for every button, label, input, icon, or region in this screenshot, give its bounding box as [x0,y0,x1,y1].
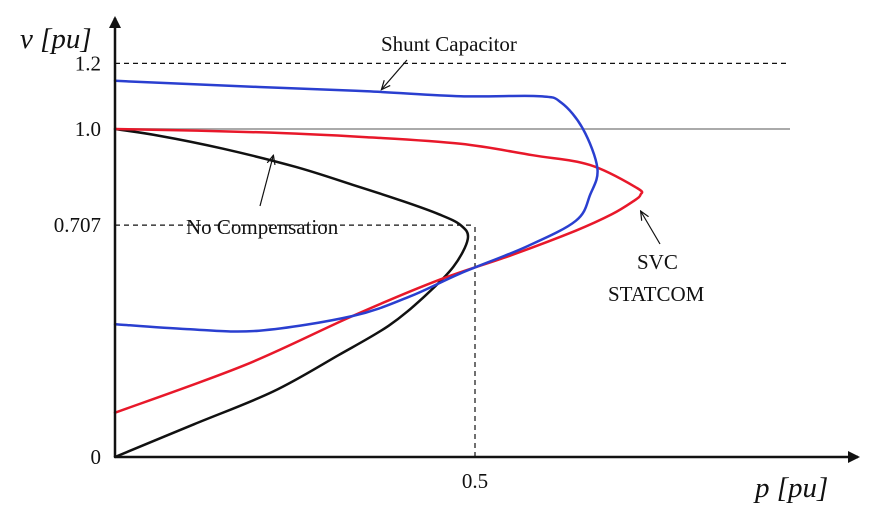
y-tick-label: 0.707 [54,213,101,237]
annotation-arrow [641,211,661,245]
annotation-label: SVC [637,250,678,274]
x-axis-label: p [pu] [753,472,828,504]
annotation-arrow [259,155,273,207]
series-layer [113,79,644,459]
series-line-2 [113,79,599,333]
annotation-label: STATCOM [608,282,705,306]
y-tick-label: 1.0 [75,117,101,141]
tick-labels: 0 0.707 1.0 1.2 0.5 [54,51,488,493]
y-tick-label: 1.2 [75,51,101,75]
reference-lines [115,62,790,457]
annotation-label: No Compensation [186,215,339,239]
annotation-arrow [381,59,408,90]
x-tick-label: 0.5 [462,469,488,493]
annotation-label: Shunt Capacitor [381,32,517,56]
annotations: Shunt Capacitor No Compensation SVC STATCOM [186,32,705,306]
series-line-0 [113,127,470,459]
y-tick-label: 0 [91,445,102,469]
y-axis-label: v [pu] [20,23,92,55]
series-line-1 [113,127,644,414]
